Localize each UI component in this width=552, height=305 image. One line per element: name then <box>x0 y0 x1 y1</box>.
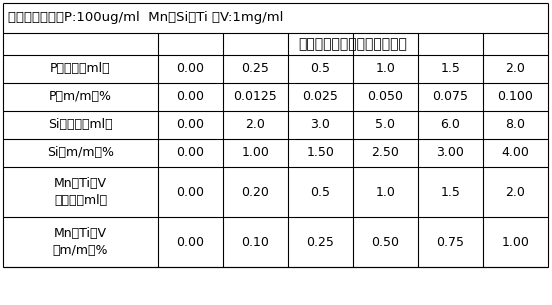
Text: 各标液的浓度：P:100ug/ml  Mn、Si、Ti 、V:1mg/ml: 各标液的浓度：P:100ug/ml Mn、Si、Ti 、V:1mg/ml <box>8 12 283 24</box>
Text: 0.075: 0.075 <box>433 91 469 103</box>
Text: Mn、Ti、V
加入量（ml）: Mn、Ti、V 加入量（ml） <box>54 177 107 207</box>
Text: 6.0: 6.0 <box>440 119 460 131</box>
Text: 0.5: 0.5 <box>310 63 331 76</box>
Text: 4.00: 4.00 <box>502 146 529 160</box>
Text: 0.25: 0.25 <box>306 235 335 249</box>
Text: Si加入量（ml）: Si加入量（ml） <box>48 119 113 131</box>
Text: 0.00: 0.00 <box>177 63 204 76</box>
Text: 标准溶液加入量及对应的含量: 标准溶液加入量及对应的含量 <box>299 37 407 51</box>
Text: 1.0: 1.0 <box>375 63 395 76</box>
Text: 3.00: 3.00 <box>437 146 464 160</box>
Text: 1.00: 1.00 <box>242 146 269 160</box>
Text: 0.100: 0.100 <box>497 91 533 103</box>
Text: 1.0: 1.0 <box>375 185 395 199</box>
Text: 5.0: 5.0 <box>375 119 395 131</box>
Text: 0.050: 0.050 <box>368 91 404 103</box>
Text: 1.00: 1.00 <box>502 235 529 249</box>
Text: 0.25: 0.25 <box>242 63 269 76</box>
Text: 1.50: 1.50 <box>306 146 335 160</box>
Text: 8.0: 8.0 <box>506 119 526 131</box>
Text: 0.00: 0.00 <box>177 185 204 199</box>
Text: 3.0: 3.0 <box>311 119 331 131</box>
Text: 0.5: 0.5 <box>310 185 331 199</box>
Text: 1.5: 1.5 <box>440 185 460 199</box>
Text: Mn、Ti、V
（m/m）%: Mn、Ti、V （m/m）% <box>53 227 108 257</box>
Text: 1.5: 1.5 <box>440 63 460 76</box>
Text: P（m/m）%: P（m/m）% <box>49 91 112 103</box>
Text: 0.025: 0.025 <box>302 91 338 103</box>
Text: P加入量（ml）: P加入量（ml） <box>50 63 111 76</box>
Text: 0.00: 0.00 <box>177 235 204 249</box>
Text: 2.0: 2.0 <box>506 185 526 199</box>
Text: 0.10: 0.10 <box>242 235 269 249</box>
Text: 2.50: 2.50 <box>371 146 400 160</box>
Text: 0.20: 0.20 <box>242 185 269 199</box>
Text: 0.00: 0.00 <box>177 91 204 103</box>
Text: 0.0125: 0.0125 <box>233 91 277 103</box>
Text: 0.00: 0.00 <box>177 119 204 131</box>
Text: 2.0: 2.0 <box>246 119 266 131</box>
Text: Si（m/m）%: Si（m/m）% <box>47 146 114 160</box>
Text: 0.00: 0.00 <box>177 146 204 160</box>
Text: 2.0: 2.0 <box>506 63 526 76</box>
Text: 0.75: 0.75 <box>437 235 464 249</box>
Text: 0.50: 0.50 <box>371 235 400 249</box>
